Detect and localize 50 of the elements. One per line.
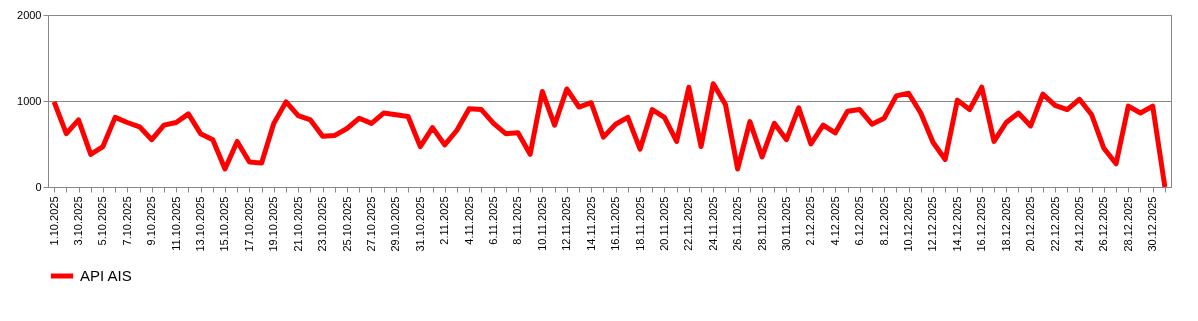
x-tick-label: 9.10.2025 <box>145 196 158 246</box>
x-tick-label: 17.10.2025 <box>242 196 255 252</box>
x-tick-label: 16.11.2025 <box>609 196 622 251</box>
x-tick-label: 7.10.2025 <box>120 196 133 246</box>
x-tick-label: 8.12.2025 <box>877 196 890 246</box>
x-tick-label: 4.11.2025 <box>462 196 475 245</box>
x-tick-label: 24.11.2025 <box>706 196 719 251</box>
x-tick-label: 8.11.2025 <box>511 196 524 245</box>
x-tick-label: 26.12.2025 <box>1097 196 1110 252</box>
y-tick-label: 1000 <box>17 94 42 107</box>
x-tick-label: 21.10.2025 <box>291 196 304 252</box>
x-tick-label: 14.12.2025 <box>950 196 963 252</box>
x-tick-label: 28.11.2025 <box>755 196 768 251</box>
x-tick-label: 16.12.2025 <box>975 196 988 252</box>
x-tick-label: 15.10.2025 <box>218 196 231 252</box>
x-tick-label: 22.12.2025 <box>1048 196 1061 252</box>
x-tick-label: 29.10.2025 <box>389 196 402 252</box>
x-tick-label: 31.10.2025 <box>413 196 426 252</box>
x-tick-label: 12.11.2025 <box>560 196 573 251</box>
x-tick-label: 10.11.2025 <box>535 196 548 251</box>
y-tick-label: 0 <box>35 180 42 193</box>
x-tick-label: 26.11.2025 <box>731 196 744 251</box>
legend-label: API AIS <box>80 267 132 284</box>
y-tick-label: 2000 <box>17 8 42 21</box>
x-tick-label: 2.12.2025 <box>804 196 817 246</box>
x-tick-label: 2.11.2025 <box>438 196 451 245</box>
x-tick-label: 20.12.2025 <box>1024 196 1037 252</box>
x-tick-label: 27.10.2025 <box>364 196 377 252</box>
x-tick-label: 25.10.2025 <box>340 196 353 252</box>
x-tick-label: 1.10.2025 <box>47 196 60 246</box>
x-tick-label: 19.10.2025 <box>267 196 280 252</box>
x-tick-label: 5.10.2025 <box>96 196 109 246</box>
x-tick-label: 20.11.2025 <box>657 196 670 251</box>
x-tick-label: 13.10.2025 <box>194 196 207 252</box>
x-tick-label: 18.11.2025 <box>633 196 646 251</box>
x-tick-label: 22.11.2025 <box>682 196 695 251</box>
x-tick-label: 30.12.2025 <box>1146 196 1159 252</box>
x-tick-label: 18.12.2025 <box>999 196 1012 252</box>
x-tick-label: 30.11.2025 <box>779 196 792 251</box>
x-tick-label: 14.11.2025 <box>584 196 597 251</box>
x-tick-label: 3.10.2025 <box>72 196 85 246</box>
x-tick-label: 23.10.2025 <box>316 196 329 252</box>
x-tick-label: 10.12.2025 <box>902 196 915 252</box>
x-tick-label: 4.12.2025 <box>828 196 841 246</box>
x-tick-label: 11.10.2025 <box>169 196 182 251</box>
x-tick-label: 24.12.2025 <box>1072 196 1085 252</box>
x-tick-label: 28.12.2025 <box>1121 196 1134 252</box>
x-tick-label: 6.11.2025 <box>487 196 500 245</box>
x-tick-label: 6.12.2025 <box>853 196 866 246</box>
x-tick-label: 12.12.2025 <box>926 196 939 252</box>
